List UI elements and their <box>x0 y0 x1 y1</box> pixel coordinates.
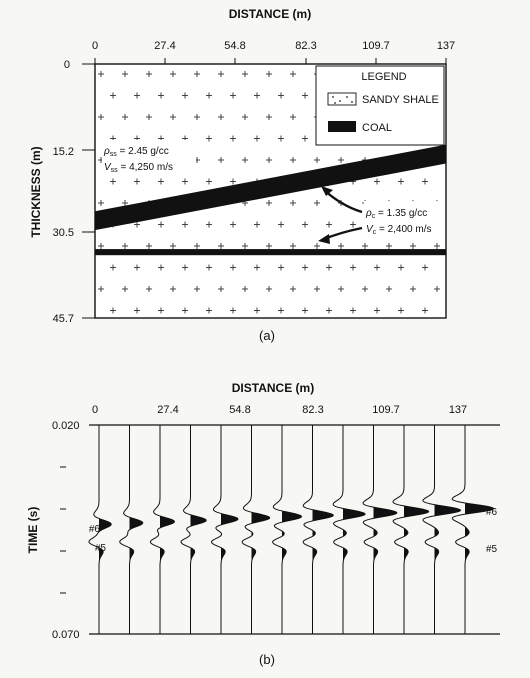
trace-fill <box>190 425 207 634</box>
trace-line <box>241 425 271 634</box>
panel-a-x-tick-label: 27.4 <box>154 40 175 52</box>
panel-a-y-ticks: 0 15.2 30.5 45.7 <box>53 59 74 325</box>
panel-b-x-tick-label: 82.3 <box>302 404 323 416</box>
legend-label-coal: COAL <box>362 122 392 134</box>
arrow-head <box>318 234 330 244</box>
trace-fill <box>312 425 334 634</box>
panel-a-y-tick-label: 30.5 <box>53 227 74 239</box>
trace-line <box>180 425 207 634</box>
panel-a-x-axis-title: DISTANCE (m) <box>229 7 311 21</box>
trace-line <box>422 425 462 634</box>
panel-a-x-tick-label: 0 <box>92 40 98 52</box>
panel-b: DISTANCE (m) 0 27.4 54.8 82.3 109.7 137 … <box>26 381 500 667</box>
trace-line <box>451 425 495 634</box>
sandy-shale-properties: ρss = 2.45 g/cc Vss = 4,250 m/s <box>102 140 196 176</box>
trace-fill <box>343 425 365 634</box>
legend-swatch-coal <box>328 121 356 132</box>
coal-properties: ρc = 1.35 g/cc Vc = 2,400 m/s <box>318 186 444 244</box>
trace-line <box>119 425 144 634</box>
annotation-backdrop <box>102 140 196 176</box>
panel-b-y-tick-label: 0.070 <box>52 629 80 641</box>
panel-b-axes <box>60 424 500 635</box>
trace-fill <box>129 425 143 634</box>
panel-a-caption: (a) <box>259 328 275 343</box>
panel-a-y-tick-label: 45.7 <box>53 313 74 325</box>
trace-line <box>149 425 175 634</box>
event-labels: #6 #5 #6 #5 <box>89 507 498 555</box>
trace-line <box>362 425 398 634</box>
annotation-backdrop <box>364 201 444 237</box>
panel-a-frame <box>94 63 447 319</box>
panel-a-y-tick-label: 0 <box>64 59 70 71</box>
legend-label-sandy-shale: SANDY SHALE <box>362 94 439 106</box>
event-label-5-right: #5 <box>486 544 498 555</box>
trace-line <box>332 425 366 634</box>
trace-fill <box>373 425 397 634</box>
panel-b-y-tick-label: 0.020 <box>52 420 80 432</box>
trace-line <box>392 425 430 634</box>
panel-a-y-axis-title: THICKNESS (m) <box>29 146 43 237</box>
panel-b-x-axis-title: DISTANCE (m) <box>232 381 314 395</box>
trace-fill <box>251 425 270 634</box>
trace-fill <box>404 425 429 634</box>
panel-b-x-tick-label: 54.8 <box>229 404 250 416</box>
dipping-coal-layer <box>95 144 446 231</box>
event-label-5-left: #5 <box>95 543 107 554</box>
trace-fill <box>99 425 112 634</box>
arrow-head <box>321 186 333 196</box>
trace-fill <box>221 425 238 634</box>
event-label-6-left: #6 <box>89 524 101 535</box>
panel-b-x-tick-label: 27.4 <box>157 404 178 416</box>
legend-swatch-sandy-shale <box>327 92 357 106</box>
coal-velocity-label: Vc = 2,400 m/s <box>366 224 431 236</box>
panel-b-x-tick-label: 0 <box>92 404 98 416</box>
trace-line <box>211 425 239 634</box>
panel-a: DISTANCE (m) 0 27.4 54.8 82.3 109.7 137 … <box>29 7 455 343</box>
legend-swatch-dots <box>332 96 353 104</box>
legend: LEGEND SANDY SHALE COAL <box>315 65 445 146</box>
trace-fill <box>465 425 494 634</box>
trace-line <box>88 425 112 634</box>
panel-b-caption: (b) <box>259 652 275 667</box>
trace-fill <box>160 425 175 634</box>
trace-fill <box>282 425 302 634</box>
legend-title: LEGEND <box>361 71 406 83</box>
flat-coal-layer <box>95 249 446 256</box>
panel-a-x-tick-label: 54.8 <box>224 40 245 52</box>
panel-a-x-tick-label: 137 <box>437 40 455 52</box>
shale-density-label: ρss = 2.45 g/cc <box>103 146 169 158</box>
coal-density-label: ρc = 1.35 g/cc <box>365 208 427 220</box>
trace-fill <box>434 425 461 634</box>
panel-b-x-tick-label: 109.7 <box>372 404 400 416</box>
panel-a-x-tick-label: 109.7 <box>362 40 390 52</box>
panel-a-x-ticks: 0 27.4 54.8 82.3 109.7 137 <box>92 40 455 52</box>
panel-a-tick-marks <box>82 58 447 319</box>
trace-line <box>272 425 302 634</box>
trace-line <box>302 425 334 634</box>
shale-velocity-label: Vss = 4,250 m/s <box>104 162 173 174</box>
panel-b-x-tick-label: 137 <box>449 404 467 416</box>
panel-b-y-axis-title: TIME (s) <box>26 507 40 554</box>
panel-a-y-tick-label: 15.2 <box>53 146 74 158</box>
panel-a-x-tick-label: 82.3 <box>295 40 316 52</box>
panel-b-x-ticks: 0 27.4 54.8 82.3 109.7 137 <box>92 404 467 416</box>
seismic-traces <box>88 425 495 634</box>
event-label-6-right: #6 <box>486 507 498 518</box>
